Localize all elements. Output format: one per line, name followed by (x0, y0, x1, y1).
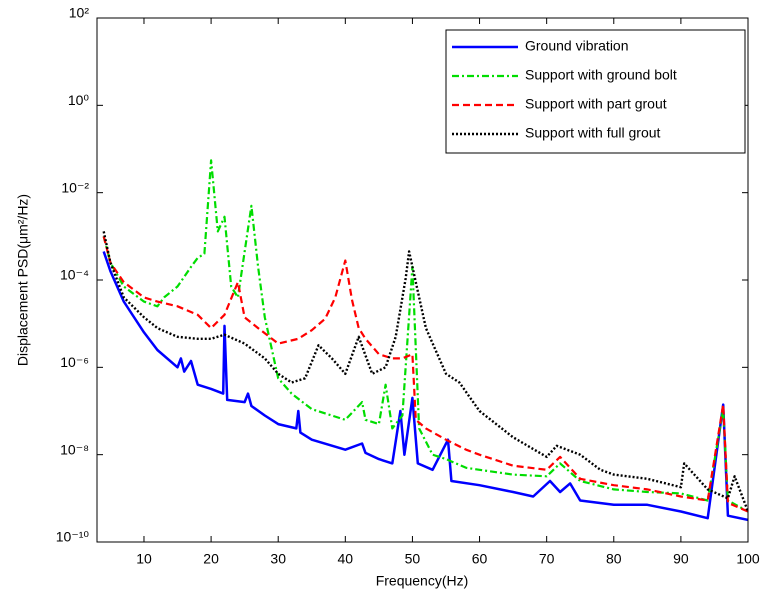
series-line (102, 236, 748, 513)
series-line (102, 159, 748, 513)
series-line (102, 231, 748, 512)
y-tick-label: 10⁻² (61, 179, 89, 195)
x-tick-label: 20 (203, 551, 219, 567)
x-tick-label: 90 (673, 551, 689, 567)
x-tick-label: 80 (606, 551, 622, 567)
series-line (102, 251, 748, 522)
legend-label: Support with ground bolt (525, 67, 677, 83)
legend-box (445, 29, 746, 154)
x-tick-label: 100 (736, 551, 760, 567)
y-axis-label: Displacement PSD(μm²/Hz) (15, 194, 31, 366)
legend-label: Support with full grout (525, 125, 661, 141)
legend-label: Ground vibration (525, 38, 629, 54)
x-axis-label: Frequency(Hz) (376, 573, 469, 589)
y-tick-label: 10⁻⁸ (60, 441, 89, 457)
y-tick-label: 10⁻¹⁰ (56, 529, 90, 545)
x-tick-label: 60 (472, 551, 488, 567)
x-tick-label: 40 (338, 551, 354, 567)
x-tick-label: 30 (270, 551, 286, 567)
legend-label: Support with part grout (525, 96, 667, 112)
x-tick-label: 50 (405, 551, 421, 567)
y-tick-label: 10² (69, 5, 90, 21)
lines (102, 159, 748, 522)
plot-frame (96, 17, 749, 543)
y-tick-label: 10⁻⁶ (60, 354, 89, 370)
x-tick-label: 70 (539, 551, 555, 567)
y-tick-label: 10⁻⁴ (60, 267, 89, 283)
x-tick-label: 10 (136, 551, 152, 567)
y-tick-label: 10⁰ (68, 92, 90, 108)
